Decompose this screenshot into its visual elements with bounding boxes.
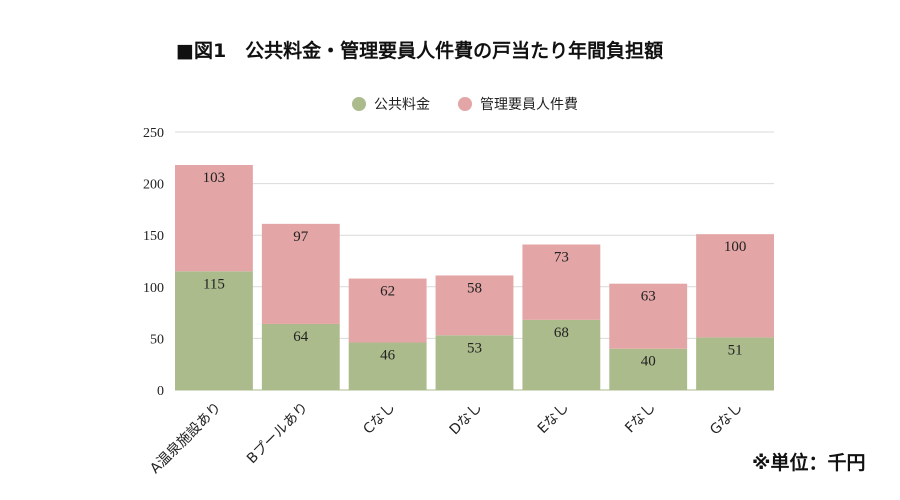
legend-label: 管理要員人件費: [480, 97, 578, 113]
data-label: 51: [728, 342, 743, 358]
bar-segment: [609, 283, 688, 349]
bar-segment: [175, 165, 253, 272]
bar-segment: [435, 335, 514, 390]
legend-swatch: [458, 97, 472, 111]
data-label: 97: [293, 229, 309, 245]
bar-segment: [348, 278, 427, 343]
legend-label: 公共料金: [374, 97, 430, 113]
data-label: 46: [380, 348, 396, 364]
y-tick-label: 100: [143, 281, 164, 296]
bar-segment: [696, 234, 774, 338]
bar-segment: [261, 223, 340, 324]
x-tick-label: Dなし: [447, 400, 486, 439]
y-tick-label: 50: [150, 332, 164, 347]
bar-segment: [609, 348, 688, 390]
data-label: 62: [380, 284, 395, 300]
data-label: 40: [641, 354, 656, 370]
x-tick-label: A温泉施設あり: [147, 399, 225, 477]
bar-segment: [348, 342, 427, 390]
y-tick-label: 250: [143, 126, 164, 141]
bar-segment: [522, 319, 601, 390]
x-tick-label: Bプールあり: [244, 400, 312, 468]
bar-segment: [435, 275, 514, 336]
data-label: 64: [293, 329, 309, 345]
legend-swatch: [352, 97, 366, 111]
data-label: 73: [554, 249, 569, 265]
x-tick-label: Eなし: [535, 400, 572, 437]
data-label: 63: [641, 289, 656, 305]
y-tick-label: 0: [157, 384, 164, 399]
data-label: 53: [467, 340, 482, 356]
bar-segment: [175, 271, 253, 390]
bar-segment: [261, 323, 340, 390]
bar-segment: [522, 244, 601, 320]
data-label: 100: [724, 239, 747, 255]
x-tick-label: Gなし: [707, 400, 746, 439]
unit-note: ※単位：千円: [752, 452, 866, 474]
data-label: 58: [467, 280, 482, 296]
chart-title: ■図1 公共料金・管理要員人件費の戸当たり年間負担額: [176, 40, 664, 62]
data-label: 103: [203, 170, 226, 186]
y-tick-label: 200: [143, 178, 164, 193]
x-tick-label: Cなし: [360, 400, 398, 438]
data-label: 68: [554, 325, 569, 341]
bar-segment: [696, 337, 774, 390]
y-tick-label: 150: [143, 229, 164, 244]
x-tick-label: Fなし: [622, 400, 659, 437]
data-label: 115: [203, 276, 225, 292]
